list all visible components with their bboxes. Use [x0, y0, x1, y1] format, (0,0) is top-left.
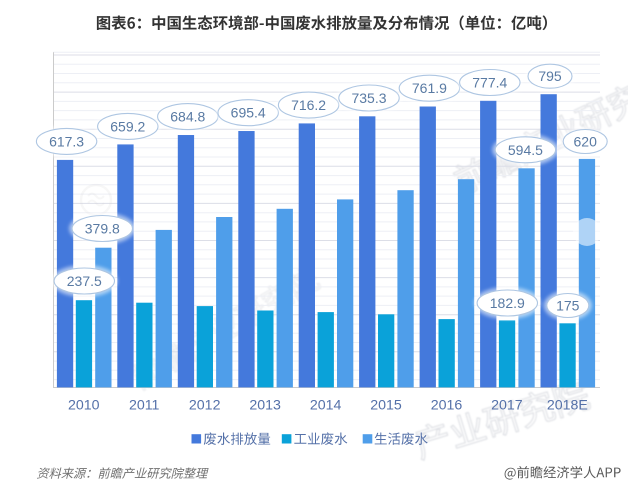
svg-text:2011: 2011 — [129, 398, 160, 414]
svg-text:761.9: 761.9 — [412, 80, 447, 96]
svg-text:716.2: 716.2 — [291, 97, 326, 113]
svg-text:617.3: 617.3 — [49, 133, 84, 149]
svg-text:620: 620 — [574, 134, 598, 150]
svg-text:777.4: 777.4 — [472, 75, 507, 91]
svg-text:379.8: 379.8 — [85, 221, 120, 237]
svg-text:659.2: 659.2 — [110, 118, 145, 134]
svg-text:684.8: 684.8 — [170, 109, 205, 125]
svg-text:795: 795 — [538, 68, 562, 84]
svg-text:2017: 2017 — [491, 398, 523, 414]
svg-text:2012: 2012 — [189, 398, 221, 414]
svg-text:695.4: 695.4 — [231, 105, 266, 121]
svg-text:2013: 2013 — [249, 398, 281, 414]
svg-text:237.5: 237.5 — [67, 273, 102, 289]
svg-text:2014: 2014 — [310, 398, 342, 414]
svg-text:2015: 2015 — [370, 398, 402, 414]
svg-text:735.3: 735.3 — [351, 90, 386, 106]
svg-text:2018E: 2018E — [547, 398, 588, 414]
svg-text:175: 175 — [556, 298, 580, 314]
svg-text:182.9: 182.9 — [490, 295, 525, 311]
svg-text:2010: 2010 — [68, 398, 100, 414]
svg-text:2016: 2016 — [431, 398, 463, 414]
svg-text:594.5: 594.5 — [508, 142, 543, 158]
